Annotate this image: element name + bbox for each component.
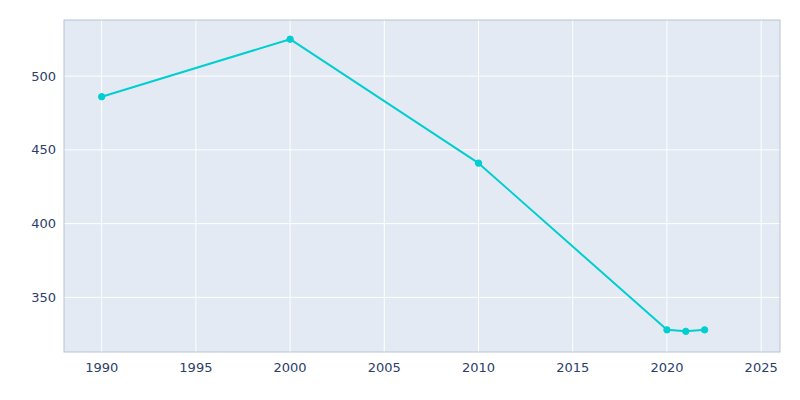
- x-tick-label: 2025: [745, 360, 778, 375]
- x-grid-line: [290, 20, 291, 352]
- marker: [664, 327, 670, 333]
- x-tick-label: 2000: [274, 360, 307, 375]
- x-grid-line: [761, 20, 762, 352]
- y-tick-label: 450: [31, 142, 56, 157]
- y-grid-line: [64, 297, 780, 298]
- x-grid-line: [572, 20, 573, 352]
- x-grid-line: [195, 20, 196, 352]
- chart: 1990 1995 2000 2005 2010 2015 2020 2025 350 400 45…: [0, 0, 800, 400]
- x-tick-label: 2010: [462, 360, 495, 375]
- x-grid-line: [101, 20, 102, 352]
- x-tick-label: 2005: [368, 360, 401, 375]
- marker: [701, 327, 707, 333]
- marker: [475, 160, 481, 166]
- y-tick-label: 350: [31, 290, 56, 305]
- x-tick-label: 2020: [650, 360, 683, 375]
- y-grid-line: [64, 223, 780, 224]
- series: [98, 36, 707, 335]
- grid: [64, 20, 780, 352]
- plot-background: [64, 20, 780, 352]
- y-tick-label: 500: [31, 69, 56, 84]
- y-tick-label: 400: [31, 216, 56, 231]
- line: [102, 39, 705, 331]
- x-grid-line: [478, 20, 479, 352]
- plot-frame: [64, 20, 780, 352]
- y-grid-line: [64, 149, 780, 150]
- x-grid-line: [666, 20, 667, 352]
- x-tick-label: 1995: [179, 360, 212, 375]
- marker: [287, 36, 293, 42]
- x-tick-label: 2015: [556, 360, 589, 375]
- x-tick-label: 1990: [85, 360, 118, 375]
- x-grid-line: [384, 20, 385, 352]
- marker: [98, 94, 104, 100]
- marker: [683, 328, 689, 334]
